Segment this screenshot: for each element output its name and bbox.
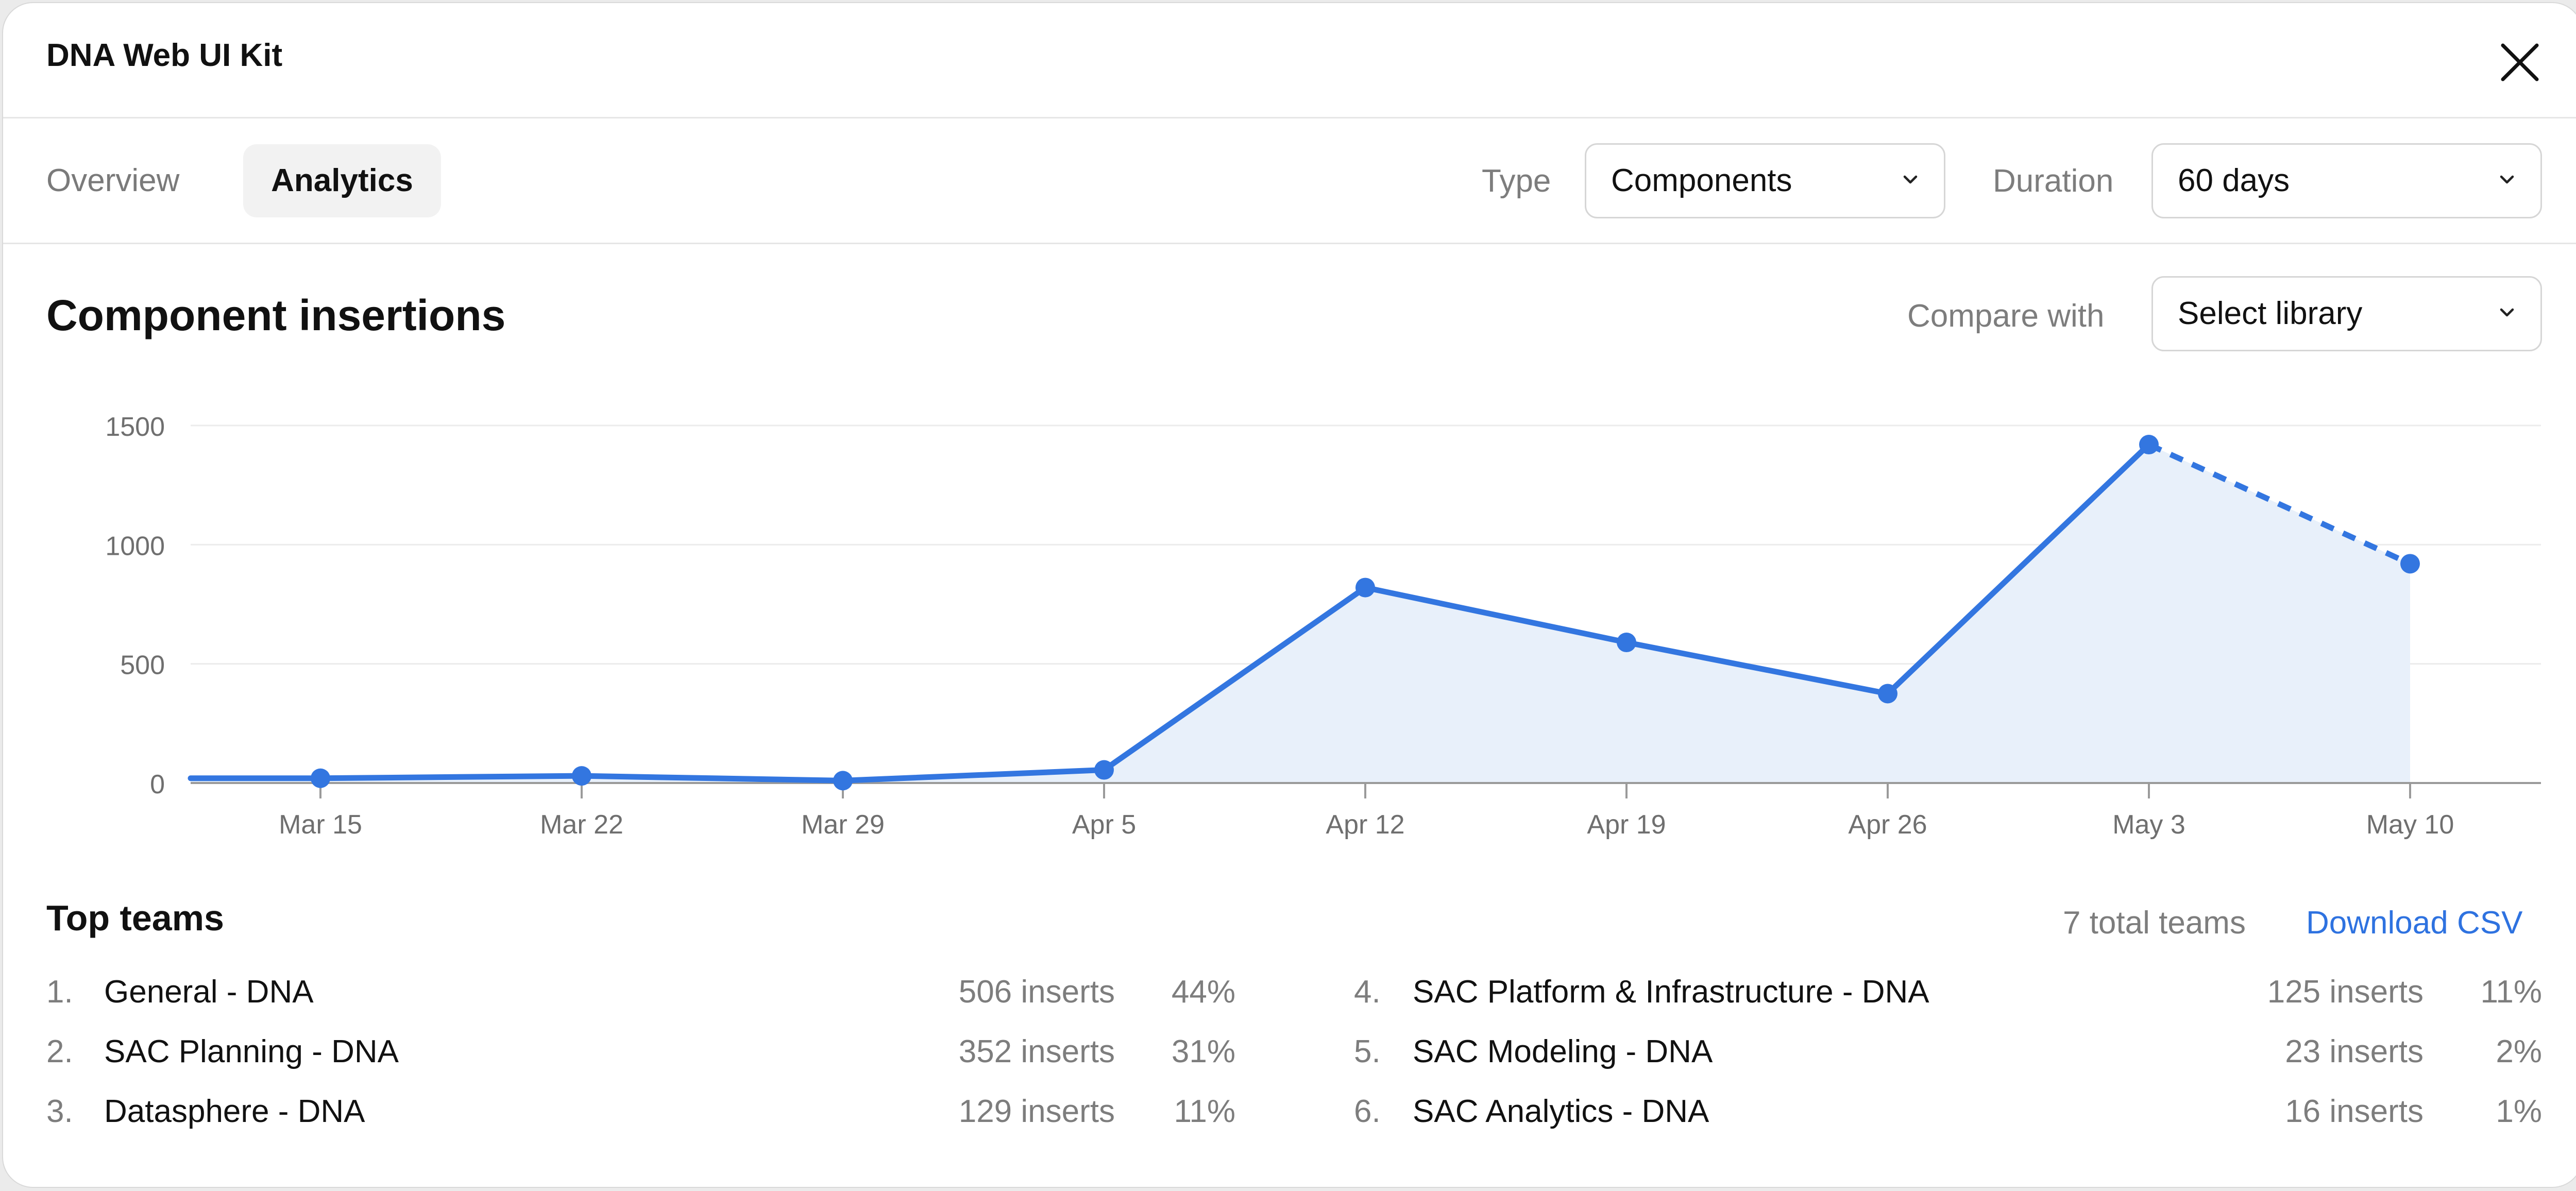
x-tick-label: May 10	[2366, 810, 2454, 840]
team-name: SAC Modeling - DNA	[1413, 1034, 1713, 1069]
team-inserts: 352 inserts	[958, 1034, 1115, 1069]
chevron-down-icon	[2500, 175, 2514, 184]
team-name: General - DNA	[104, 974, 314, 1010]
team-rank: 1.	[46, 974, 73, 1010]
team-percent: 11%	[1174, 1094, 1236, 1129]
team-name: SAC Platform & Infrastructure - DNA	[1413, 974, 1929, 1010]
team-inserts: 23 inserts	[2285, 1034, 2424, 1069]
data-point	[572, 766, 591, 786]
team-inserts: 129 inserts	[958, 1094, 1115, 1129]
x-tick-label: May 3	[2112, 810, 2185, 840]
teams-total: 7 total teams	[2063, 905, 2246, 941]
team-row: 6. SAC Analytics - DNA 16 inserts 1%	[3, 1093, 2576, 1139]
area-fill	[191, 445, 2410, 783]
insertions-chart: 0 500 1000 1500 Mar 15 Mar 22 Mar 29 Apr 5 Apr 1…	[105, 412, 2541, 840]
data-point	[1355, 577, 1375, 598]
tab-analytics[interactable]: Analytics	[243, 144, 441, 217]
x-tick-label: Apr 5	[1072, 810, 1136, 840]
chevron-down-icon	[2500, 308, 2514, 317]
y-tick-label: 1500	[105, 412, 165, 442]
team-rank: 4.	[1354, 974, 1381, 1010]
team-rank: 5.	[1354, 1034, 1381, 1069]
x-tick-label: Apr 26	[1848, 810, 1927, 840]
x-tick-label: Mar 15	[279, 810, 362, 840]
team-row: 2. SAC Planning - DNA 352 inserts 31%	[3, 1033, 2576, 1080]
download-csv-link[interactable]: Download CSV	[2306, 905, 2523, 941]
data-point	[2139, 435, 2159, 455]
data-point	[1878, 684, 1897, 704]
team-name: Datasphere - DNA	[104, 1094, 365, 1129]
team-row: 3. Datasphere - DNA 129 inserts 11%	[3, 1093, 2576, 1139]
section-title: Component insertions	[46, 291, 506, 339]
tabs-toolbar: Overview Analytics Type Components Durat…	[3, 118, 2576, 244]
compare-library-select[interactable]: Select library	[2151, 276, 2542, 351]
team-inserts: 16 inserts	[2285, 1094, 2424, 1129]
y-tick-label: 1000	[105, 531, 165, 561]
close-button[interactable]	[2492, 34, 2548, 91]
type-select[interactable]: Components	[1585, 143, 1945, 218]
team-row: 4. SAC Platform & Infrastructure - DNA 125…	[3, 974, 2576, 1020]
x-tick-label: Apr 19	[1587, 810, 1666, 840]
team-inserts: 506 inserts	[958, 974, 1115, 1010]
team-percent: 31%	[1171, 1034, 1235, 1069]
compare-select-value: Select library	[2178, 296, 2363, 331]
y-tick-label: 0	[150, 770, 165, 799]
team-rank: 2.	[46, 1034, 73, 1069]
team-name: SAC Planning - DNA	[104, 1034, 399, 1069]
team-rank: 6.	[1354, 1094, 1381, 1129]
data-point	[833, 771, 853, 791]
x-tick-label: Mar 29	[801, 810, 885, 840]
title-bar: DNA Web UI Kit	[3, 3, 2576, 118]
team-row: 1. General - DNA 506 inserts 44%	[3, 974, 2576, 1020]
duration-select[interactable]: 60 days	[2151, 143, 2542, 218]
tab-overview[interactable]: Overview	[46, 163, 180, 198]
team-percent: 2%	[2496, 1034, 2542, 1069]
data-point	[311, 768, 330, 788]
team-inserts: 125 inserts	[2267, 974, 2424, 1010]
team-percent: 11%	[2480, 974, 2543, 1010]
window-title: DNA Web UI Kit	[46, 38, 283, 73]
chevron-down-icon	[1903, 175, 1918, 184]
type-select-value: Components	[1611, 163, 1792, 198]
series-line-projected	[2147, 442, 2412, 567]
duration-label: Duration	[1993, 163, 2114, 199]
team-percent: 44%	[1171, 974, 1235, 1010]
x-tick-label: Apr 12	[1326, 810, 1404, 840]
compare-label: Compare with	[1907, 298, 2105, 334]
close-icon	[2501, 43, 2539, 81]
x-tick-label: Mar 22	[540, 810, 623, 840]
team-row: 5. SAC Modeling - DNA 23 inserts 2%	[3, 1033, 2576, 1080]
data-point	[1617, 633, 1636, 653]
duration-select-value: 60 days	[2178, 163, 2290, 198]
y-tick-label: 500	[120, 651, 165, 680]
data-point	[1094, 760, 1114, 780]
team-percent: 1%	[2496, 1094, 2542, 1129]
team-name: SAC Analytics - DNA	[1413, 1094, 1709, 1129]
team-rank: 3.	[46, 1094, 73, 1129]
type-label: Type	[1482, 163, 1551, 199]
data-point	[2400, 554, 2420, 574]
teams-title: Top teams	[46, 898, 224, 938]
